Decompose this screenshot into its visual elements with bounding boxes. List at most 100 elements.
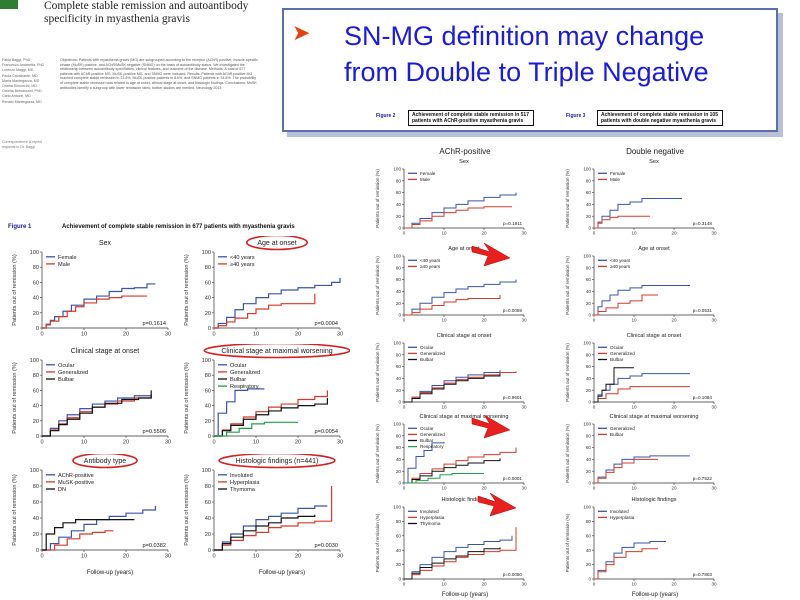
- x-tick-label: 10: [81, 332, 87, 338]
- paper-author: Francesco Andreetta, PhD: [2, 63, 45, 68]
- y-tick-label: 100: [202, 358, 211, 364]
- legend-entry: Male: [58, 262, 70, 268]
- highlight-arrow-3: [477, 492, 517, 517]
- x-axis-label: Follow-up (years): [441, 592, 489, 598]
- km-chart-f2-sex: Sex 0 20 40 60 80 100 0 10 20 30 Patients out of re…: [375, 159, 527, 236]
- y-tick-label: 80: [205, 484, 211, 490]
- series-line-ocular: [404, 441, 445, 484]
- chart-title: Clinical stage at maximal worsening: [420, 414, 509, 420]
- series-line-bulbar: [594, 367, 634, 403]
- paper-author: Paola Cavalcante, MD: [2, 73, 38, 78]
- chart-title: Histologic findings: [631, 497, 676, 503]
- y-tick-label: 60: [33, 500, 39, 506]
- figure3-label: Figure 3: [566, 113, 586, 119]
- series-line-bulbar: [214, 398, 328, 437]
- y-axis-label: Patients out of remission (%): [184, 474, 190, 546]
- km-chart-f1-stage-onset: Clinical stage at onset 0 20 40 60 80 100 0 10 20…: [12, 348, 171, 446]
- y-tick-label: 0: [208, 326, 211, 332]
- x-axis-label: Follow-up (years): [258, 570, 306, 576]
- highlight-ellipse: [218, 454, 336, 469]
- series-line--40-years: [404, 279, 517, 316]
- y-tick-label: 100: [583, 422, 591, 427]
- y-tick-label: 0: [398, 481, 401, 486]
- paper-author: Oriana Simoncini, MD: [2, 84, 37, 89]
- headline-text: SN-MG definition may change from Double …: [344, 21, 709, 87]
- x-tick-label: 20: [671, 231, 677, 236]
- y-tick-label: 60: [396, 445, 402, 450]
- y-tick-label: 100: [393, 505, 401, 510]
- y-tick-label: 20: [33, 532, 39, 538]
- paper-author: Renato Mantegazza, MD: [2, 99, 42, 104]
- figure2-header: AChR-positive: [439, 147, 491, 156]
- paper-title: Complete stable remission and autoantibo…: [44, 0, 249, 25]
- y-tick-label: 80: [205, 265, 211, 271]
- y-tick-label: 100: [583, 254, 591, 259]
- p-value: p=0.0382: [143, 543, 167, 549]
- y-tick-label: 0: [398, 313, 401, 318]
- legend-entry: Generalized: [610, 351, 635, 356]
- series-line--40-years: [594, 294, 658, 316]
- x-tick-label: 30: [711, 582, 717, 587]
- x-tick-label: 0: [212, 440, 215, 446]
- x-tick-label: 20: [481, 582, 487, 587]
- y-tick-label: 40: [586, 376, 592, 381]
- y-tick-label: 40: [33, 516, 39, 522]
- legend-entry: <40 years: [610, 258, 631, 263]
- y-tick-label: 20: [586, 388, 592, 393]
- x-tick-label: 0: [212, 554, 215, 560]
- y-tick-label: 60: [33, 388, 39, 394]
- legend-entry: ≥40 years: [610, 264, 631, 269]
- legend-entry: Bulbar: [420, 357, 434, 362]
- series-line--40-years: [404, 294, 501, 316]
- y-tick-label: 80: [586, 352, 592, 357]
- y-tick-label: 0: [398, 400, 401, 405]
- x-tick-label: 30: [165, 554, 171, 560]
- y-tick-label: 60: [586, 190, 592, 195]
- paper-author: Ornella Bernasconi, PhD: [2, 89, 42, 94]
- paper-author: Lorenzo Maggi, MD: [2, 68, 34, 73]
- y-tick-label: 40: [396, 376, 402, 381]
- legend-entry: ≥40 years: [420, 264, 441, 269]
- y-tick-label: 40: [33, 296, 39, 302]
- y-axis-label: Patients out of remission (%): [375, 424, 380, 483]
- x-tick-label: 30: [521, 231, 527, 236]
- x-tick-label: 20: [671, 318, 677, 323]
- chart-title: Sex: [99, 240, 112, 247]
- p-value: p=0.0030: [315, 543, 339, 549]
- x-tick-label: 20: [671, 582, 677, 587]
- y-tick-label: 100: [393, 341, 401, 346]
- y-axis-label: Patients out of remission (%): [375, 169, 380, 228]
- highlight-ellipse: [203, 344, 350, 359]
- y-tick-label: 100: [30, 358, 39, 364]
- series-line-achr-positive: [42, 506, 156, 551]
- km-chart-f3-stage-onset: Clinical stage at onset 0 20 40 60 80 100 0 10 20…: [565, 333, 717, 410]
- y-tick-label: 80: [586, 519, 592, 524]
- legend-entry: Ocular: [420, 426, 434, 431]
- y-tick-label: 80: [205, 373, 211, 379]
- km-chart-f2-age: Age at onset 0 20 40 60 80 100 0 10 20 30 Patients …: [375, 246, 527, 323]
- legend-entry: Respiratory: [420, 444, 444, 449]
- x-tick-label: 30: [337, 332, 343, 338]
- x-tick-label: 10: [253, 332, 259, 338]
- journal-color-bar: [0, 0, 18, 9]
- series-line-musk-positive: [42, 530, 114, 551]
- series-line--40-years: [594, 285, 690, 316]
- x-tick-label: 10: [441, 582, 447, 587]
- x-tick-label: 10: [631, 318, 637, 323]
- y-tick-label: 40: [205, 296, 211, 302]
- y-tick-label: 40: [586, 548, 592, 553]
- p-value: p=0.1614: [143, 321, 167, 327]
- y-tick-label: 0: [36, 548, 39, 554]
- highlight-ellipse: [72, 454, 138, 469]
- x-tick-label: 20: [295, 554, 301, 560]
- chart-title: Histologic findings (n=441): [236, 458, 319, 465]
- y-tick-label: 0: [588, 577, 591, 582]
- series-line-dn: [42, 519, 135, 551]
- x-tick-label: 20: [123, 332, 129, 338]
- series-line-bulbar: [404, 458, 501, 484]
- x-tick-label: 0: [403, 405, 406, 410]
- y-tick-label: 0: [208, 548, 211, 554]
- p-value: p=0.0059: [503, 308, 523, 313]
- legend-entry: Ocular: [610, 345, 624, 350]
- y-axis-label: Patients out of remission (%): [184, 362, 190, 434]
